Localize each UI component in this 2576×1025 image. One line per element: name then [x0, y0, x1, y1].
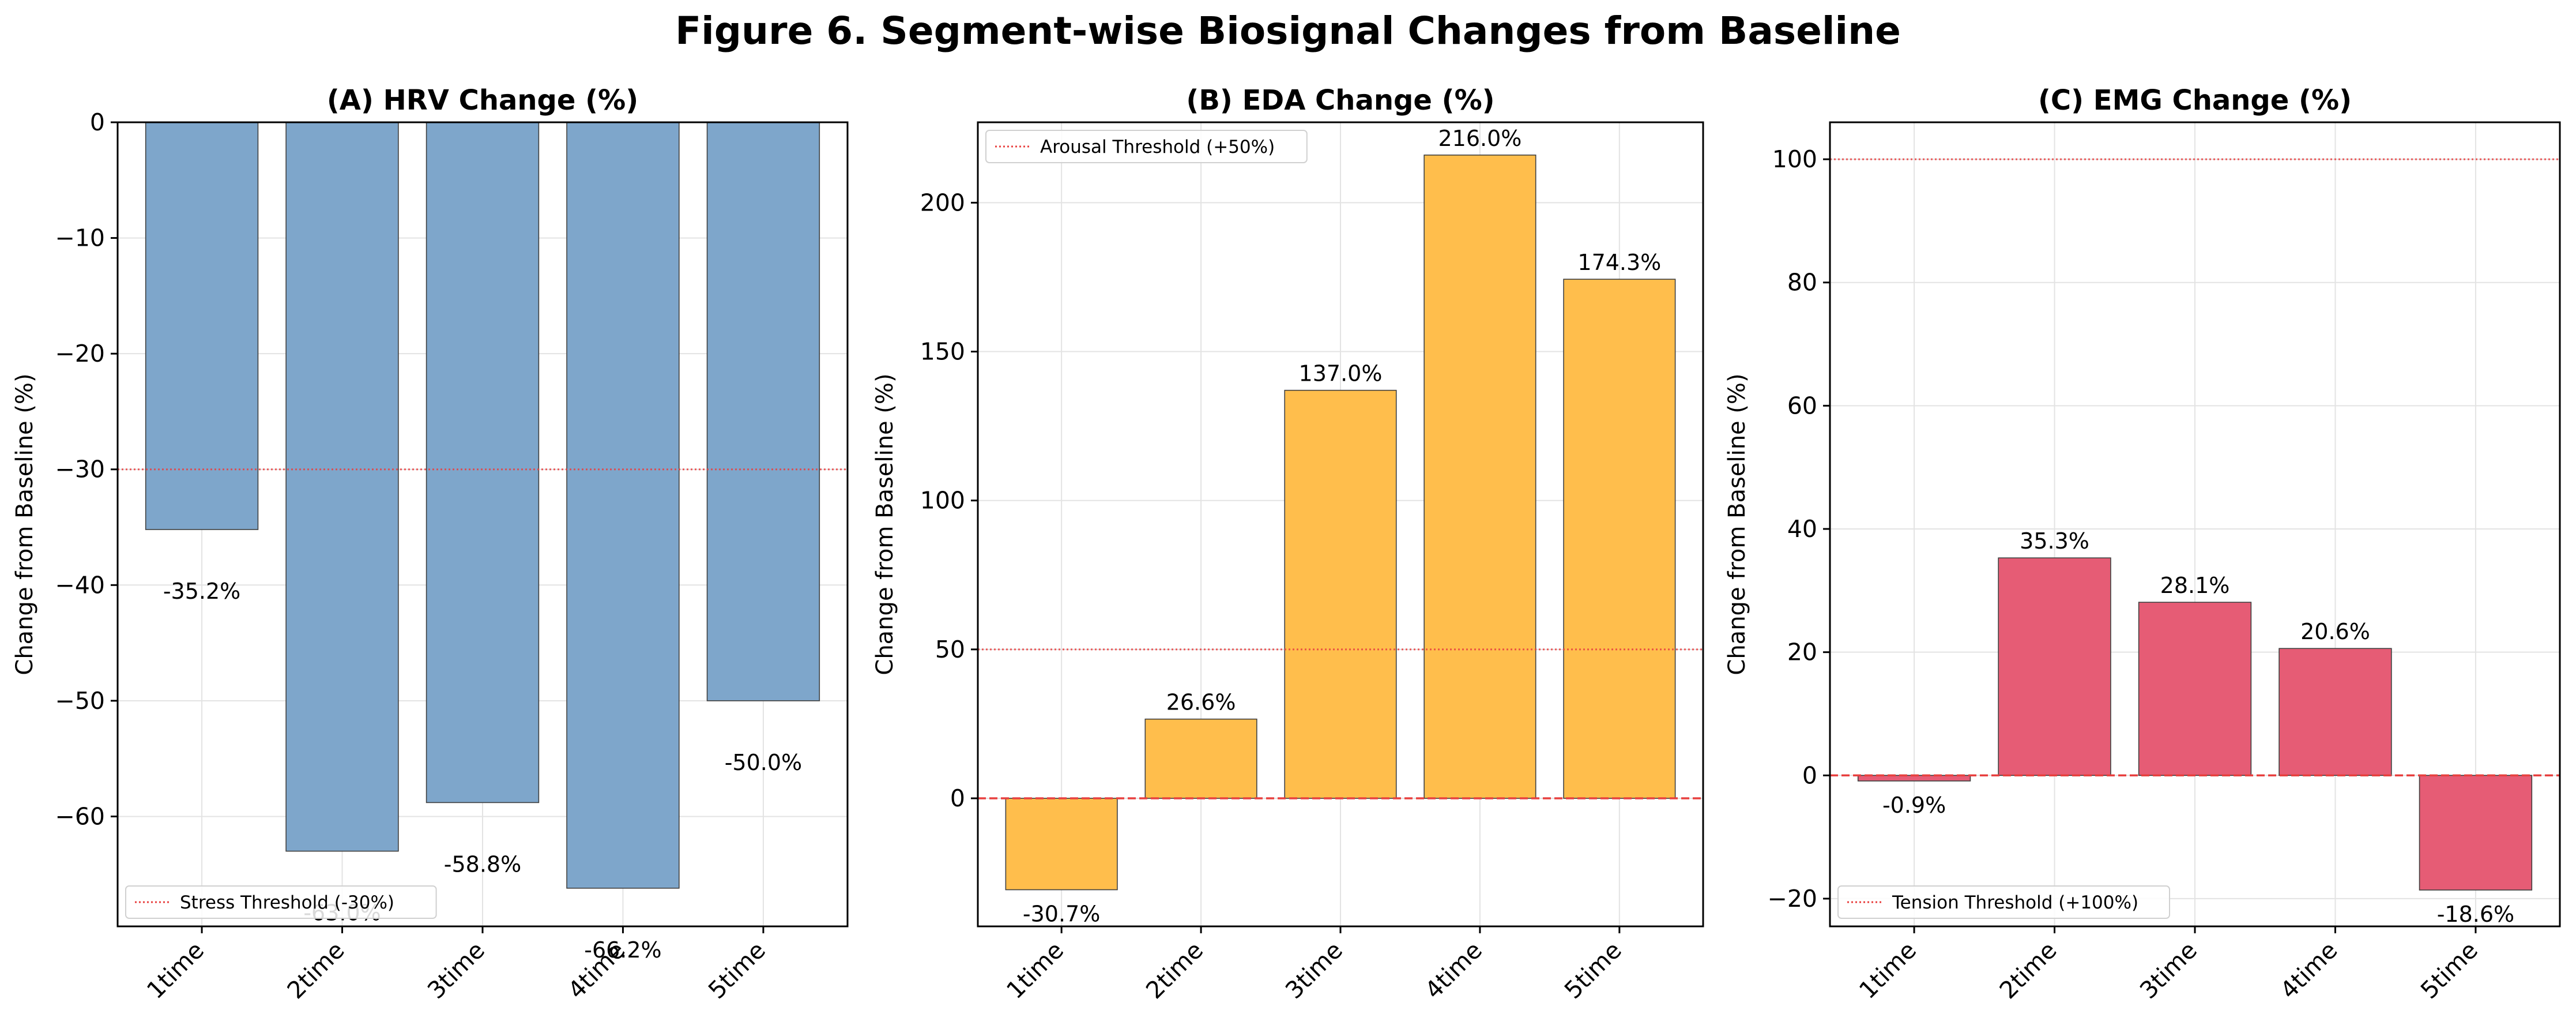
bar-4time: [1423, 154, 1536, 799]
panel-title: (A) HRV Change (%): [327, 84, 638, 117]
y-axis-label: Change from Baseline (%): [872, 373, 898, 675]
x-tick-label: 5time: [703, 936, 771, 1004]
x-tick-label: 4time: [1419, 936, 1487, 1004]
figure-title: Figure 6. Segment-wise Biosignal Changes…: [675, 9, 1901, 53]
data-label: -30.7%: [1023, 901, 1100, 926]
data-label: 28.1%: [2160, 573, 2230, 598]
panel-hrv: -35.2%-63.0%-58.8%-66.2%-50.0%0−10−20−30…: [12, 84, 849, 1004]
bar-4time: [2279, 648, 2392, 776]
data-label: -50.0%: [725, 750, 802, 775]
panel-title: (C) EMG Change (%): [2038, 84, 2352, 117]
legend-box: [985, 130, 1308, 163]
data-label: -0.9%: [1882, 793, 1946, 818]
panel-emg: -0.9% 35.3% 28.1% 20.6% -18.6% −20 0 20 40 60 80 10…: [1724, 84, 2561, 1004]
x-tick-label: 5time: [2415, 936, 2483, 1004]
data-label: 174.3%: [1577, 250, 1661, 275]
y-tick-label: −60: [55, 802, 105, 830]
x-tick-label: 1time: [1854, 936, 1922, 1004]
y-tick-label: 200: [920, 189, 965, 216]
bar-3time: [1284, 389, 1397, 799]
data-label: -66.2%: [584, 937, 661, 963]
bar-2time: [1998, 557, 2111, 776]
x-tick-label: 4time: [2275, 936, 2343, 1004]
x-tick-label: 2time: [1994, 936, 2062, 1004]
y-tick-label: 20: [1787, 639, 1817, 666]
data-label: 216.0%: [1438, 126, 1522, 151]
panel-eda: -30.7% 26.6% 137.0% 216.0% 174.3% 0 50 100 150 20…: [872, 84, 1704, 1004]
legend-label: Arousal Threshold (+50%): [1040, 137, 1275, 157]
y-tick-label: 40: [1787, 515, 1817, 543]
data-label: -58.8%: [444, 851, 521, 877]
bar-2time: [285, 122, 399, 852]
bar-5time: [2419, 775, 2533, 891]
y-tick-label: 60: [1787, 392, 1817, 419]
y-tick-label: −50: [55, 687, 105, 715]
bar-5time: [1563, 279, 1676, 799]
x-tick-label: 5time: [1559, 936, 1627, 1004]
legend-box: [125, 885, 437, 919]
y-tick-label: −10: [55, 224, 105, 252]
y-tick-label: 0: [1802, 761, 1817, 789]
bar-1time: [145, 122, 259, 530]
bar-5time: [706, 122, 820, 701]
y-tick-label: −30: [55, 456, 105, 483]
legend-label: Stress Threshold (-30%): [180, 892, 394, 913]
x-tick-label: 3time: [422, 936, 490, 1004]
bar-2time: [1144, 718, 1257, 799]
y-tick-label: −40: [55, 571, 105, 599]
legend-box: [1837, 885, 2170, 919]
panel-title: (B) EDA Change (%): [1186, 84, 1494, 117]
y-tick-label: −20: [55, 340, 105, 367]
x-tick-label: 1time: [1001, 936, 1069, 1004]
data-label: 26.6%: [1166, 690, 1236, 715]
y-axis-label: Change from Baseline (%): [1724, 373, 1750, 675]
data-label: 20.6%: [2300, 619, 2370, 644]
x-tick-label: 2time: [282, 936, 350, 1004]
y-tick-label: 50: [935, 636, 965, 663]
data-label: -35.2%: [163, 579, 240, 604]
bar-3time: [425, 122, 540, 804]
legend-label: Tension Threshold (+100%): [1892, 892, 2138, 913]
data-label: 35.3%: [2020, 528, 2089, 554]
y-tick-label: 0: [90, 108, 105, 136]
x-tick-label: 2time: [1140, 936, 1208, 1004]
y-tick-label: −20: [1767, 885, 1817, 913]
y-tick-label: 80: [1787, 269, 1817, 296]
x-tick-label: 3time: [2134, 936, 2202, 1004]
y-axis-label: Change from Baseline (%): [12, 373, 38, 675]
x-tick-label: 1time: [141, 936, 209, 1004]
bar-4time: [566, 122, 680, 889]
y-tick-label: 0: [950, 784, 965, 812]
bar-3time: [2138, 602, 2252, 776]
data-label: -18.6%: [2437, 902, 2514, 927]
y-tick-label: 150: [920, 338, 965, 366]
y-tick-label: 100: [920, 487, 965, 515]
y-tick-label: 100: [1772, 145, 1817, 173]
bar-1time: [1005, 798, 1118, 891]
x-tick-label: 3time: [1280, 936, 1348, 1004]
data-label: 137.0%: [1299, 361, 1383, 386]
